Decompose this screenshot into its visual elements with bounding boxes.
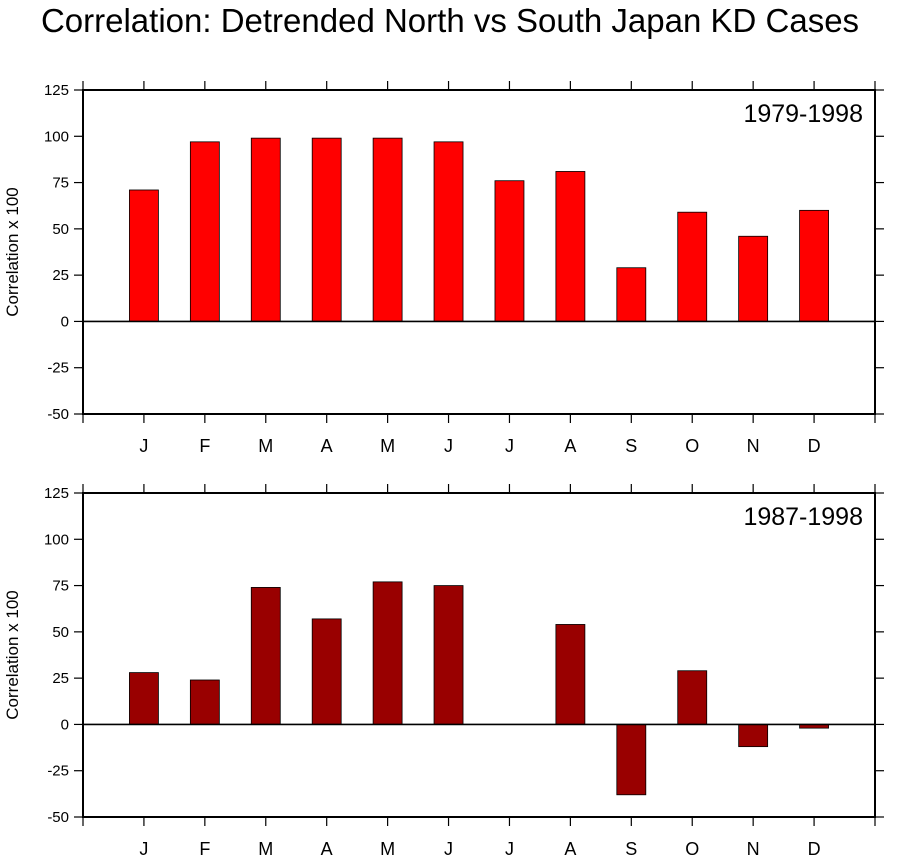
bar: [372, 137, 403, 322]
y-tick-label: 75: [52, 578, 69, 595]
y-tick-label: 125: [44, 485, 69, 502]
chart-title: 1979-1998: [743, 100, 863, 128]
y-tick-label: -50: [47, 406, 69, 423]
x-tick-label: M: [380, 839, 395, 857]
bar: [129, 672, 159, 725]
bar: [616, 724, 647, 796]
x-tick-label: M: [258, 436, 273, 456]
x-tick-label: O: [685, 436, 699, 456]
bar: [433, 141, 464, 322]
bar: [616, 267, 647, 322]
chart-panel-2: 125 100 75 50 25 0 -25 -50 J F M A M J J A S O N D Correlati…: [3, 484, 884, 857]
y-tick-label: 0: [61, 313, 69, 330]
x-tick-label: S: [625, 839, 637, 857]
y-tick-label: 100: [44, 531, 69, 548]
x-tick-label: M: [258, 839, 273, 857]
bar: [555, 624, 586, 725]
bar: [738, 235, 769, 322]
bar: [372, 581, 403, 725]
bar: [189, 679, 220, 725]
chart-title: 1987-1998: [743, 503, 863, 531]
bar: [189, 141, 220, 322]
plot-frame: [82, 89, 876, 415]
x-tick-label: A: [321, 839, 333, 857]
x-tick-label: J: [505, 436, 514, 456]
bar: [494, 180, 525, 322]
x-tick-label: A: [564, 839, 576, 857]
plot-frame: [82, 492, 876, 818]
x-tick-label: O: [685, 839, 699, 857]
y-tick-label: 25: [52, 267, 69, 284]
x-tick-label: D: [808, 839, 821, 857]
x-tick-label: F: [199, 436, 210, 456]
x-tick-label: M: [380, 436, 395, 456]
y-tick-label: 100: [44, 128, 69, 145]
bar: [250, 587, 281, 725]
bar: [677, 670, 708, 725]
bar: [311, 137, 342, 322]
y-tick-label: -50: [47, 809, 69, 826]
y-axis-label: Correlation x 100: [3, 590, 22, 719]
bar: [677, 211, 708, 322]
bar: [555, 171, 586, 322]
y-tick-label: -25: [47, 360, 69, 377]
x-tick-label: N: [747, 839, 760, 857]
x-tick-label: J: [444, 839, 453, 857]
x-tick-label: J: [444, 436, 453, 456]
bar: [250, 137, 281, 322]
figure-title: Correlation: Detrended North vs South Ja…: [40, 2, 860, 39]
x-tick-label: J: [505, 839, 514, 857]
y-tick-label: 125: [44, 82, 69, 99]
y-tick-label: 50: [52, 624, 69, 641]
y-tick-label: 50: [52, 221, 69, 238]
x-tick-label: J: [139, 839, 148, 857]
y-tick-label: 0: [61, 716, 69, 733]
y-axis-label: Correlation x 100: [3, 187, 22, 316]
x-tick-label: S: [625, 436, 637, 456]
bar: [129, 189, 159, 322]
x-tick-label: A: [321, 436, 333, 456]
bar: [799, 209, 829, 322]
bar: [738, 724, 769, 748]
x-tick-label: A: [564, 436, 576, 456]
y-tick-label: -25: [47, 763, 69, 780]
x-tick-label: J: [139, 436, 148, 456]
x-tick-label: F: [199, 839, 210, 857]
bar: [433, 585, 464, 725]
x-tick-label: D: [808, 436, 821, 456]
x-tick-label: N: [747, 436, 760, 456]
y-tick-label: 25: [52, 670, 69, 687]
bar: [311, 618, 342, 725]
chart-panel-1: 125 100 75 50 25 0 -25 -50 J F M A M J J A S O N D Correlati…: [3, 81, 884, 456]
y-tick-label: 75: [52, 175, 69, 192]
